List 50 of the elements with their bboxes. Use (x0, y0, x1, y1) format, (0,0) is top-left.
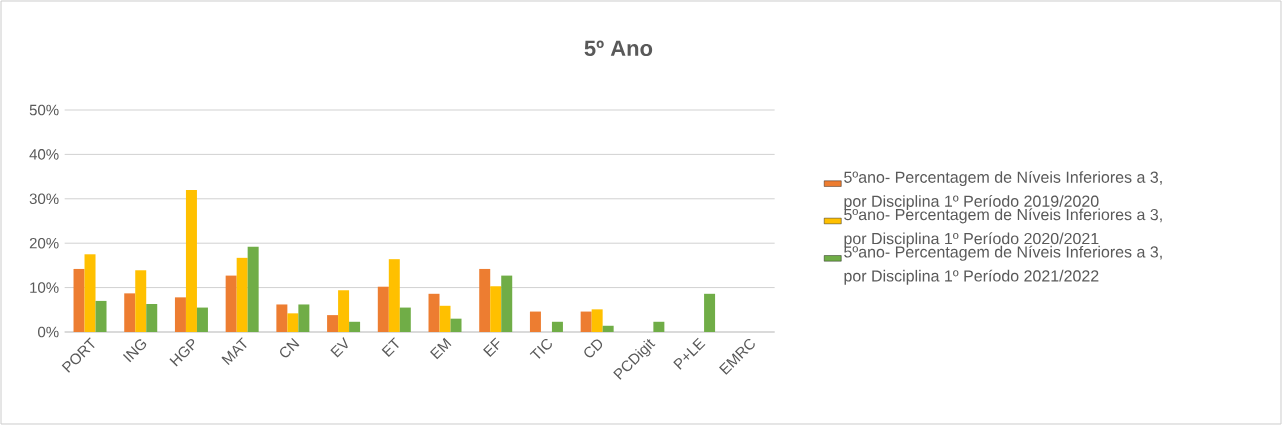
bar (135, 270, 147, 332)
bar (338, 290, 350, 332)
legend-label: 5ºano- Percentagem de Níveis Inferiores a 3, por Disciplina 1º Período 2021/2022 (844, 245, 1162, 285)
x-tick-label: TIC (529, 338, 552, 359)
bar (349, 321, 361, 332)
bar (196, 307, 208, 332)
x-tick-label: CD (584, 339, 603, 358)
bar (73, 268, 85, 332)
bar (704, 293, 716, 332)
chart-title: 5º Ano (584, 40, 653, 57)
bar (529, 311, 541, 332)
bar (287, 313, 299, 332)
bar (95, 300, 107, 332)
bar (298, 304, 310, 332)
x-tick-label: CN (280, 337, 300, 358)
bar (146, 304, 158, 332)
bar (84, 254, 96, 332)
bar (653, 321, 665, 332)
bar (247, 246, 259, 332)
x-tick-label: EV (330, 337, 348, 358)
bar (580, 311, 592, 332)
bar (490, 286, 502, 332)
bar (501, 275, 513, 332)
bar (327, 315, 339, 332)
bar (236, 257, 248, 332)
y-tick-label: 20% (29, 237, 59, 249)
x-tick-label: EM (429, 337, 452, 360)
bar (591, 309, 603, 332)
y-tick-label: 0% (38, 326, 59, 338)
y-tick-label: 30% (29, 193, 59, 205)
bar (388, 259, 400, 332)
bar (185, 189, 197, 332)
bar (551, 321, 563, 332)
x-tick-label: EF (483, 337, 500, 357)
x-tick-label: ET (381, 337, 399, 357)
bar (225, 275, 237, 332)
bar (399, 307, 411, 332)
bar (276, 304, 288, 332)
y-tick-label: 50% (29, 104, 59, 116)
bar (124, 293, 136, 332)
bar (450, 318, 462, 332)
bar (377, 286, 389, 332)
y-tick-label: 10% (30, 282, 59, 293)
bar (602, 325, 614, 332)
bar (479, 268, 491, 332)
x-tick-label: ING (122, 339, 147, 363)
bar (439, 305, 451, 332)
bar (174, 297, 186, 332)
y-tick-label: 40% (29, 149, 59, 160)
bar (428, 293, 440, 332)
